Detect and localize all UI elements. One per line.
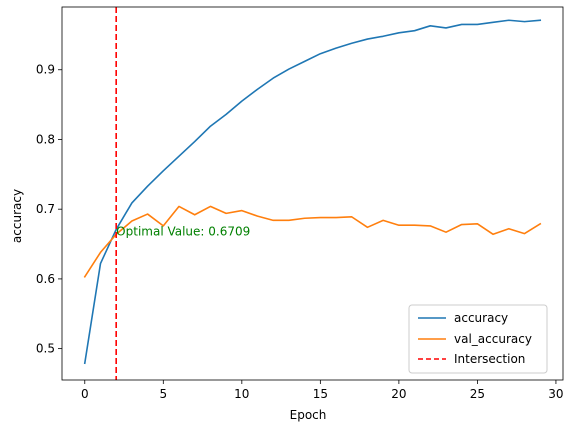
- x-tick-label: 15: [313, 387, 328, 401]
- x-tick-label: 0: [81, 387, 89, 401]
- legend-box: [408, 304, 548, 374]
- x-tick-label: 5: [159, 387, 167, 401]
- y-tick-label: 0.9: [36, 63, 55, 77]
- legend: accuracy val_accuracy Intersection: [408, 304, 548, 374]
- legend-label-intersection: Intersection: [454, 352, 525, 366]
- axis-ticks: 0 5 10 15 20 25 30 0.5 0.6 0.7 0.8 0.9: [36, 63, 564, 401]
- optimal-value-annotation: Optimal Value: 0.6709: [116, 224, 250, 238]
- x-tick-label: 25: [470, 387, 485, 401]
- y-tick-label: 0.8: [36, 132, 55, 146]
- legend-label-val-accuracy: val_accuracy: [454, 332, 532, 346]
- legend-label-accuracy: accuracy: [454, 311, 508, 325]
- y-axis-label: accuracy: [10, 189, 24, 243]
- x-tick-label: 30: [548, 387, 563, 401]
- y-tick-label: 0.7: [36, 202, 55, 216]
- x-axis-label: Epoch: [290, 408, 327, 422]
- plot-area: [61, 6, 564, 381]
- series-line-val-accuracy: [83, 205, 542, 278]
- x-tick-label: 20: [391, 387, 406, 401]
- x-tick-label: 10: [234, 387, 249, 401]
- y-tick-label: 0.6: [36, 272, 55, 286]
- axes-frame: [61, 6, 564, 381]
- series-line-accuracy: [83, 19, 542, 365]
- y-tick-label: 0.5: [36, 342, 55, 356]
